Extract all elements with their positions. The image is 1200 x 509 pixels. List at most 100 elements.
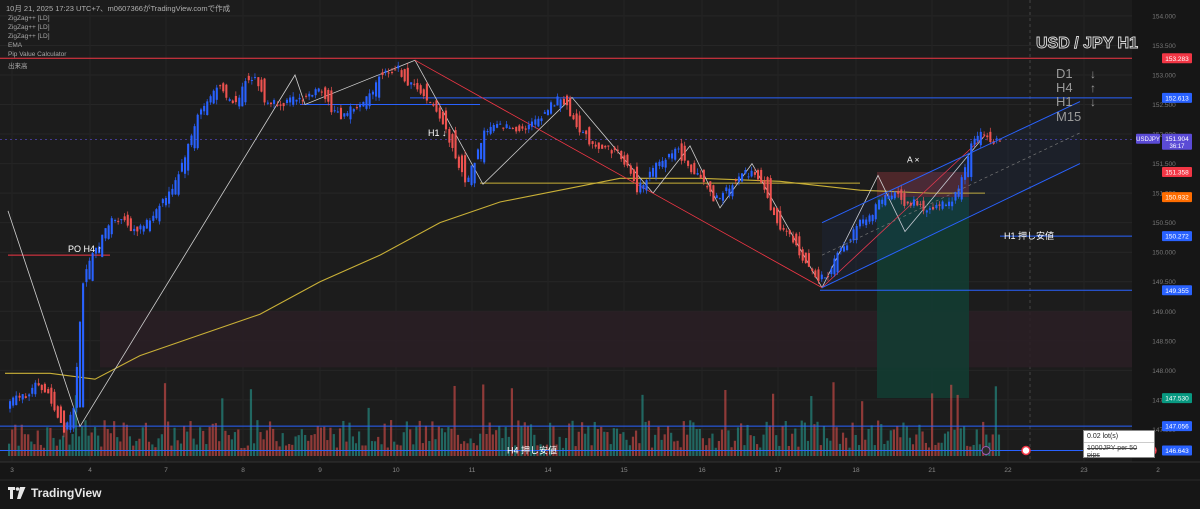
volume-bar — [698, 428, 701, 456]
volume-bar — [561, 447, 565, 456]
candle-body — [543, 112, 546, 114]
volume-bar — [300, 429, 303, 456]
volume-bar — [663, 434, 666, 456]
volume-bar — [848, 447, 851, 456]
candle-body — [187, 143, 190, 171]
price-tick-label: 153.500 — [1152, 43, 1176, 50]
candle-body — [336, 111, 339, 113]
candle-body — [677, 148, 680, 150]
candle-body — [773, 207, 776, 216]
candle-body — [941, 201, 944, 209]
candle-body — [833, 258, 836, 275]
candle-body — [916, 201, 919, 206]
volume-bar — [27, 434, 30, 456]
candle-body — [470, 165, 473, 185]
volume-bar — [720, 429, 724, 456]
candle-body — [747, 176, 750, 178]
symbol-watermark: USD / JPY H1 — [1036, 35, 1138, 52]
candle-body — [613, 147, 616, 150]
timeframe-label: H1 — [1056, 94, 1073, 109]
candle-body — [632, 169, 635, 182]
candle-body — [47, 389, 50, 394]
price-tick-label: 148.000 — [1152, 368, 1176, 375]
candle-body — [397, 65, 400, 69]
volume-bar — [740, 423, 743, 456]
volume-bar — [100, 446, 103, 456]
volume-bar — [994, 386, 997, 456]
candle-body — [527, 124, 530, 130]
h1-support-label: H1 押し安値 — [1004, 230, 1054, 241]
candle-body — [753, 172, 756, 175]
price-channel[interactable] — [821, 101, 1081, 289]
candle-body — [868, 215, 871, 222]
volume-bar — [510, 388, 513, 456]
price-label-text: 147.530 — [1165, 396, 1189, 403]
volume-bar — [526, 425, 529, 456]
volume-bar — [676, 440, 679, 456]
candle-body — [114, 220, 117, 222]
price-label-text: 149.355 — [1165, 288, 1189, 295]
volume-bar — [854, 434, 857, 456]
time-axis[interactable]: 3 4 7 8 9 10 11 14 15 16 17 18 21 22 23 2 — [0, 461, 1200, 509]
volume-bar — [192, 438, 195, 456]
channel-upper — [821, 101, 1081, 224]
volume-bar — [214, 423, 217, 456]
candle-body — [798, 236, 801, 256]
price-label-tag — [1162, 285, 1192, 296]
volume-bar — [278, 446, 281, 456]
volume-bar — [479, 433, 482, 456]
indicator-ema[interactable]: EMA — [8, 42, 23, 49]
candle-body — [935, 204, 938, 209]
candle-body — [998, 140, 1001, 142]
indicator-volume[interactable]: 出来高 — [8, 63, 28, 70]
price-label-text: 150.932 — [1165, 195, 1189, 202]
volume-bar — [937, 442, 940, 456]
volume-bar — [915, 434, 918, 456]
tradingview-logo[interactable]: TradingView — [8, 486, 101, 500]
price-axis[interactable]: 154.000153.500153.000152.500152.000151.5… — [1132, 0, 1200, 462]
volume-bar — [84, 420, 87, 456]
candle-body — [448, 129, 451, 143]
indicator-zigzag-1[interactable]: ZigZag++ [LD] — [8, 15, 50, 22]
candle-body — [362, 101, 365, 107]
price-label-text: 152.613 — [1165, 95, 1189, 102]
timeframe-label: M15 — [1056, 109, 1081, 124]
candle-body — [721, 192, 724, 201]
indicator-pip-value[interactable]: Pip Value Calculator — [8, 51, 67, 58]
volume-bar — [402, 432, 405, 456]
indicator-zigzag-2[interactable]: ZigZag++ [LD] — [8, 24, 50, 31]
candle-body — [104, 228, 107, 239]
candle-body — [82, 283, 85, 408]
candle-body — [123, 216, 126, 221]
indicator-zigzag-3[interactable]: ZigZag++ [LD] — [8, 33, 50, 40]
volume-bar — [552, 426, 555, 456]
candle-body — [250, 79, 253, 81]
candle-body — [282, 103, 285, 107]
candle-body — [451, 134, 454, 148]
candle-body — [419, 85, 422, 94]
volume-bar — [252, 443, 256, 456]
candlesticks — [9, 61, 1001, 438]
candle-body — [311, 94, 314, 97]
candle-body — [973, 138, 976, 145]
candle-body — [324, 87, 327, 100]
candle-body — [967, 156, 970, 178]
h1-down-label: H1 ↓ — [428, 128, 447, 138]
candle-body — [890, 195, 893, 200]
volume-bar — [488, 422, 491, 456]
candle-body — [594, 144, 597, 147]
volume-bar — [905, 426, 908, 456]
volume-bar — [447, 426, 450, 456]
candle-body — [763, 180, 766, 190]
volume-bar — [338, 428, 342, 456]
volume-bar — [686, 434, 689, 456]
volume-bar — [959, 428, 962, 456]
price-label-text: 153.283 — [1165, 56, 1189, 63]
volume-bar — [892, 429, 895, 456]
candle-body — [559, 99, 562, 109]
candle-body — [807, 253, 810, 267]
candle-body — [120, 219, 123, 221]
candle-body — [728, 188, 731, 196]
candle-body — [944, 204, 947, 207]
